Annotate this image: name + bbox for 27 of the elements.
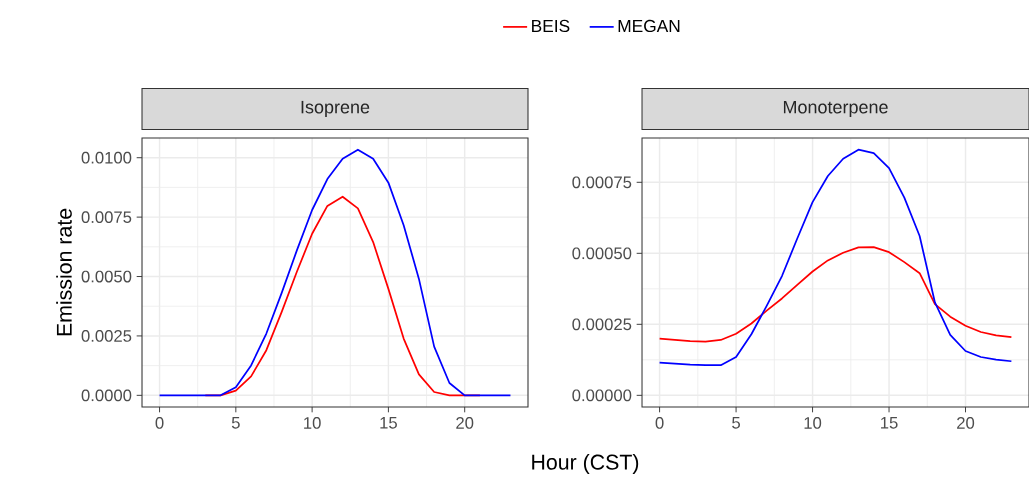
line-series <box>658 246 1013 343</box>
y-tick-label: 0.00050 <box>572 247 632 260</box>
x-axis-title: Hour (CST) <box>532 454 639 474</box>
x-tick-label: 5 <box>732 417 741 429</box>
x-tick-label: 5 <box>231 417 240 429</box>
x-tick-label: 10 <box>804 417 822 429</box>
y-tick-label: 0.00000 <box>572 389 632 402</box>
legend-label: MEGAN <box>618 19 680 33</box>
legend-label: BEIS <box>532 19 570 33</box>
y-tick-label: 0.0025 <box>81 330 132 342</box>
y-tick-label: 0.00075 <box>572 176 632 189</box>
y-axis-title: Emission rate <box>56 208 72 336</box>
y-tick-label: 0.0100 <box>81 151 132 164</box>
x-tick-label: 15 <box>380 417 397 429</box>
y-tick-label: 0.0000 <box>81 389 132 402</box>
y-tick-label: 0.00025 <box>572 318 632 331</box>
y-tick-label: 0.0050 <box>81 270 132 283</box>
line-series <box>658 148 1013 367</box>
x-tick-label: 0 <box>655 417 664 429</box>
y-tick-label: 0.0075 <box>81 211 132 224</box>
x-tick-label: 20 <box>957 417 975 429</box>
chart-title: Isoprene <box>301 100 370 118</box>
x-tick-label: 10 <box>304 417 321 429</box>
chart-title: Monoterpene <box>783 100 888 118</box>
x-tick-label: 15 <box>881 417 898 429</box>
x-tick-label: 20 <box>456 417 474 429</box>
x-tick-label: 0 <box>155 417 164 429</box>
